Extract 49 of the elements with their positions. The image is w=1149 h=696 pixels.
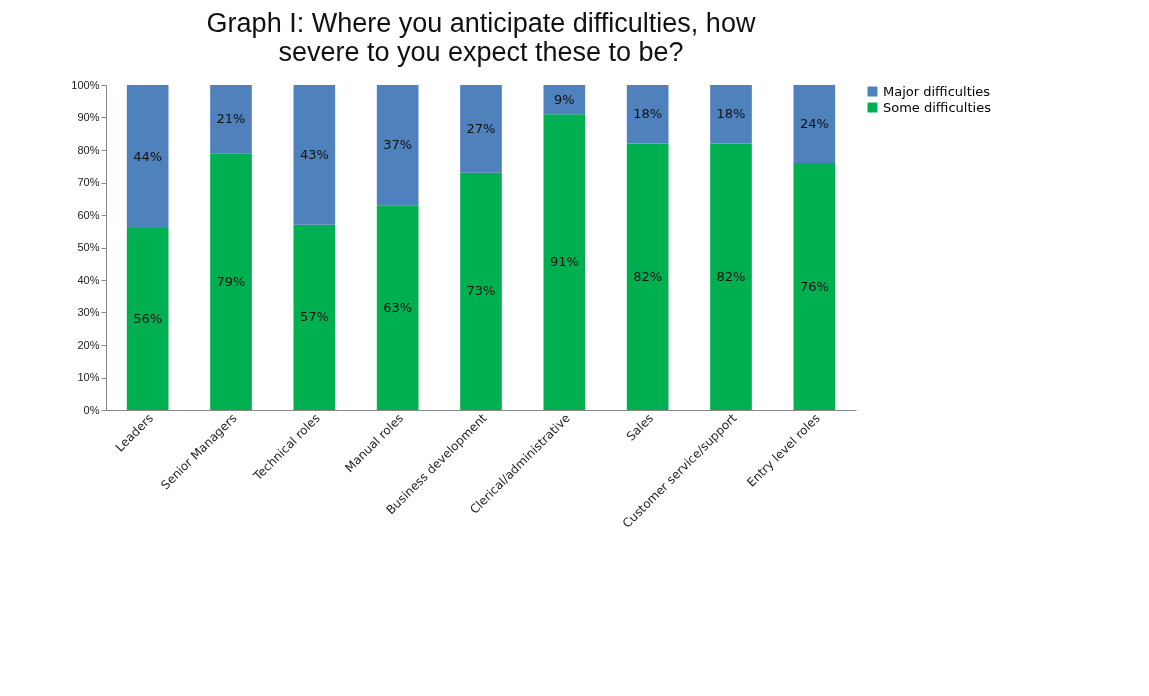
y-tick-label: 30%: [77, 306, 100, 318]
data-label: 24%: [799, 116, 829, 131]
data-label: 43%: [299, 146, 329, 162]
data-label: 9%: [554, 91, 575, 107]
y-tick-label: 100%: [71, 78, 100, 91]
y-tick-label: 60%: [77, 208, 100, 221]
bar: [710, 143, 752, 410]
bar: [376, 85, 419, 206]
bar: [210, 85, 252, 154]
bar: [460, 172, 502, 410]
data-label: 76%: [799, 278, 829, 294]
data-label: 82%: [633, 268, 663, 284]
bar: [626, 85, 669, 144]
data-label: 63%: [383, 299, 413, 315]
y-tick-label: 50%: [77, 241, 100, 253]
bar: [460, 85, 502, 173]
data-label: 27%: [466, 120, 496, 136]
bar: [543, 114, 586, 410]
chart-title: Graph I: Where you anticipate difficulties, how severe to you expect these to be?: [206, 8, 756, 67]
y-tick-label: 70%: [77, 176, 100, 188]
data-label: 79%: [216, 273, 246, 289]
y-tick-label: 10%: [77, 371, 100, 383]
bar: [793, 163, 836, 410]
bar: [293, 85, 336, 225]
data-label: 91%: [549, 254, 579, 270]
data-label: 56%: [133, 311, 163, 326]
bar: [293, 224, 336, 410]
y-tick-label: 80%: [77, 143, 100, 156]
legend-label: Major difficulties: [883, 83, 991, 99]
bar: [376, 205, 419, 410]
y-tick-label: 40%: [77, 273, 100, 286]
bar: [126, 85, 169, 228]
data-label: 57%: [299, 309, 329, 325]
bar: [710, 85, 752, 144]
data-label: 21%: [216, 111, 246, 127]
data-label: 73%: [466, 283, 496, 299]
data-label: 82%: [716, 268, 746, 284]
data-label: 44%: [133, 148, 163, 164]
y-tick-label: 20%: [77, 338, 100, 351]
data-label: 37%: [383, 137, 413, 153]
bar: [126, 228, 169, 410]
bar: [626, 143, 669, 410]
data-label: 18%: [633, 106, 663, 122]
bar: [210, 153, 252, 410]
data-label: 18%: [716, 106, 746, 122]
y-tick-label: 0%: [83, 403, 100, 416]
y-tick-label: 90%: [77, 111, 100, 123]
bar: [793, 85, 836, 163]
legend-label: Some difficulties: [883, 99, 992, 115]
